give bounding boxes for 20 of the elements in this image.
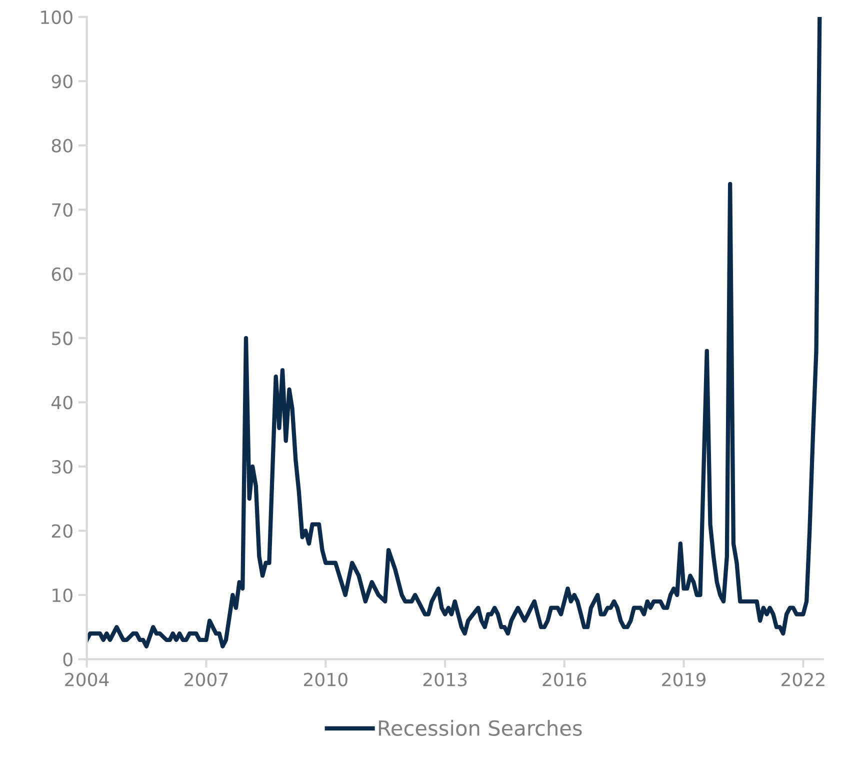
y-tick-label: 20 (52, 524, 72, 538)
x-tick-label: 2016 (542, 672, 586, 686)
x-tick-label: 2007 (184, 672, 228, 686)
line-series (86, 16, 822, 648)
legend-label: Recession Searches (378, 720, 582, 736)
y-tick-label: 70 (52, 203, 72, 217)
y-tick-label: 30 (52, 460, 72, 474)
y-tick-label: 50 (52, 332, 72, 346)
x-tick-label: 2022 (782, 672, 824, 686)
x-tick-label: 2010 (304, 672, 348, 686)
y-tick-label: 60 (52, 267, 72, 281)
y-tick-label: 0 (63, 652, 72, 666)
y-tick-label: 80 (52, 138, 72, 153)
x-tick-label: 2013 (423, 672, 467, 686)
y-tick-label: 100 (41, 10, 72, 24)
y-tick-label: 90 (52, 74, 72, 88)
x-tick-label: 2019 (662, 672, 706, 686)
x-tick-label: 2004 (65, 672, 109, 686)
y-tick-label: 40 (52, 396, 72, 410)
y-tick-label: 10 (52, 588, 72, 602)
